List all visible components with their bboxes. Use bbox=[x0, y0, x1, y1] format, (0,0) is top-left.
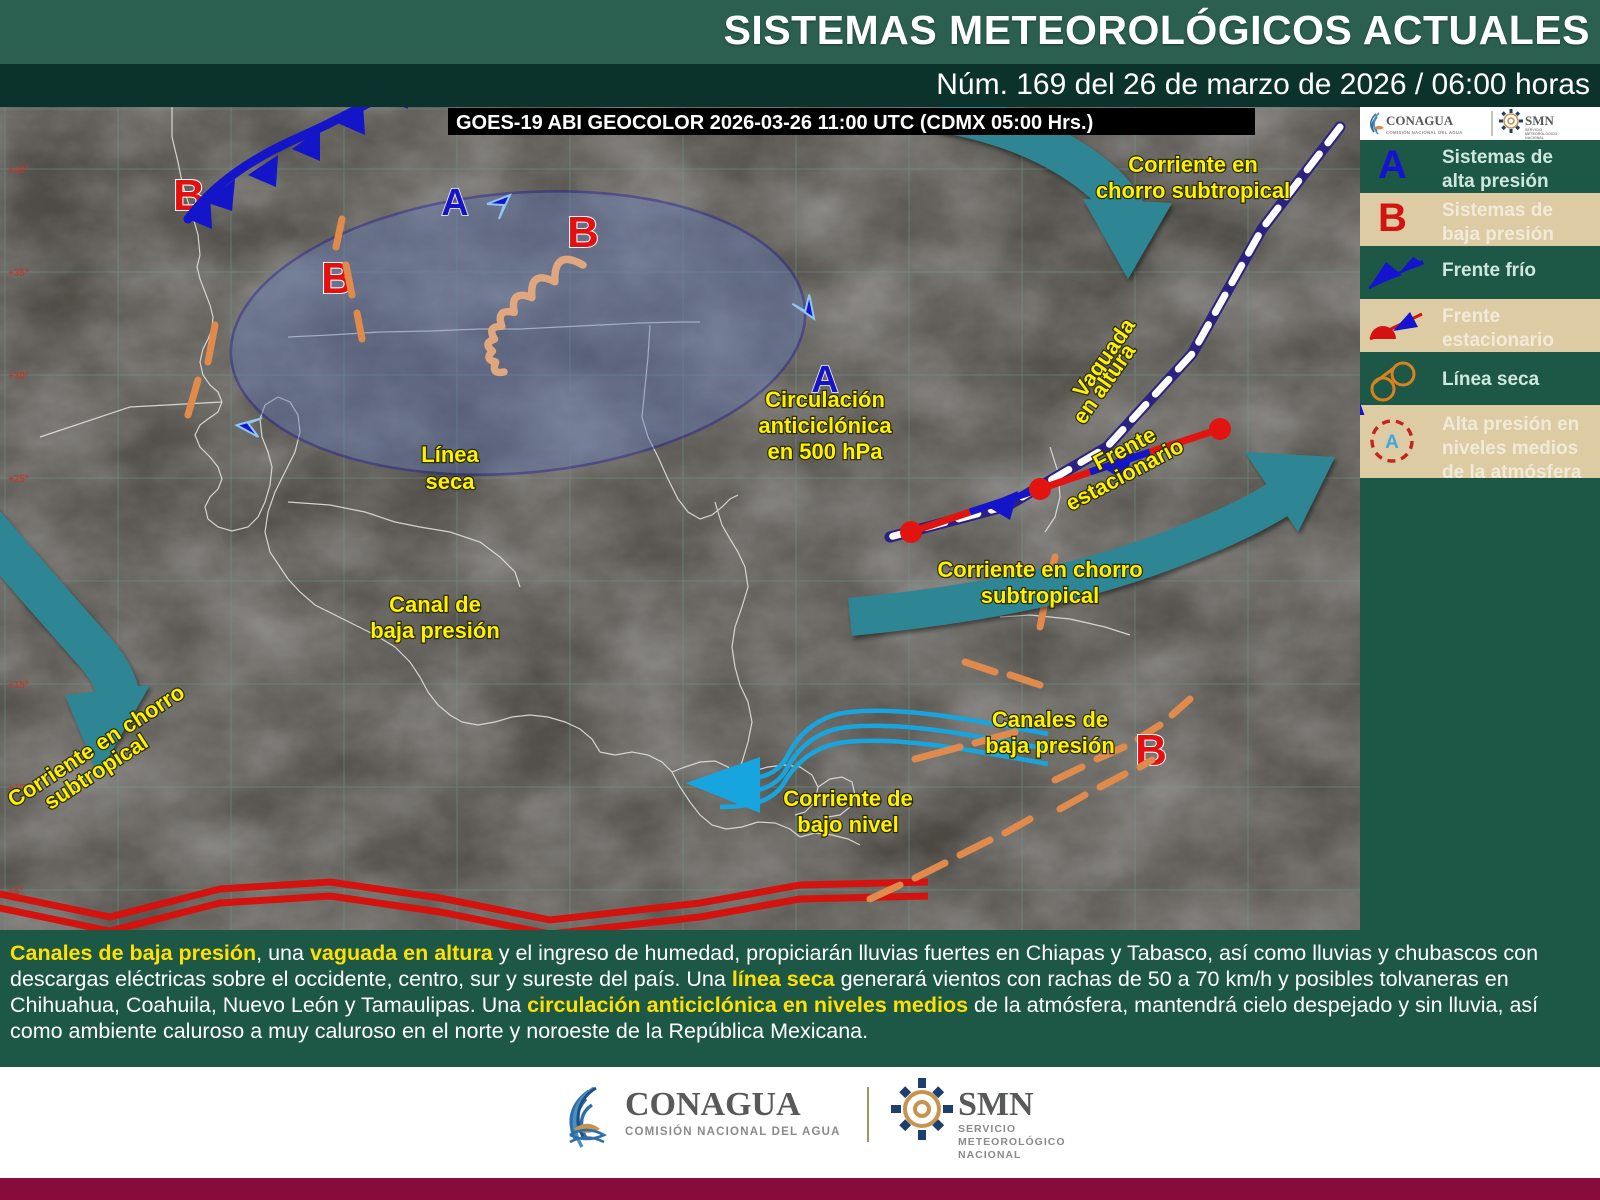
svg-text:Corriente en chorro: Corriente en chorro bbox=[937, 557, 1142, 582]
svg-text:+35º: +35º bbox=[8, 268, 29, 279]
svg-text:seca: seca bbox=[426, 469, 476, 494]
svg-text:chorro subtropical: chorro subtropical bbox=[1096, 178, 1290, 203]
svg-text:SMN: SMN bbox=[958, 1086, 1034, 1123]
svg-text:CONAGUA: CONAGUA bbox=[625, 1086, 801, 1123]
svg-text:subtropical: subtropical bbox=[981, 583, 1100, 608]
svg-text:A: A bbox=[441, 182, 468, 224]
svg-text:baja presión: baja presión bbox=[985, 733, 1115, 758]
svg-text:Línea: Línea bbox=[421, 442, 479, 467]
svg-text:+25º: +25º bbox=[8, 474, 29, 485]
svg-text:Circulación: Circulación bbox=[765, 387, 885, 412]
svg-text:CONAGUA: CONAGUA bbox=[1386, 113, 1454, 128]
svg-text:B: B bbox=[567, 208, 599, 257]
svg-text:Canal de: Canal de bbox=[389, 592, 481, 617]
svg-text:anticiclónica: anticiclónica bbox=[758, 413, 892, 438]
svg-text:Corriente de: Corriente de bbox=[783, 786, 913, 811]
svg-text:SERVICIO: SERVICIO bbox=[958, 1123, 1016, 1135]
svg-text:A: A bbox=[1385, 432, 1399, 453]
svg-text:bajo nivel: bajo nivel bbox=[797, 812, 898, 837]
svg-text:en 500 hPa: en 500 hPa bbox=[768, 439, 884, 464]
svg-text:COMISIÓN NACIONAL DEL AGUA: COMISIÓN NACIONAL DEL AGUA bbox=[625, 1125, 841, 1138]
svg-text:+30º: +30º bbox=[8, 371, 29, 382]
svg-text:Corriente en: Corriente en bbox=[1128, 152, 1258, 177]
svg-text:+15º: +15º bbox=[8, 680, 29, 691]
svg-text:NACIONAL: NACIONAL bbox=[958, 1149, 1021, 1161]
svg-text:baja presión: baja presión bbox=[370, 618, 500, 643]
svg-text:GOES-19 ABI GEOCOLOR 2026-03-2: GOES-19 ABI GEOCOLOR 2026-03-26 11:00 UT… bbox=[456, 112, 1093, 134]
svg-text:SMN: SMN bbox=[1525, 113, 1555, 128]
svg-text:Canales de: Canales de bbox=[992, 707, 1108, 732]
svg-text:METEOROLÓGICO: METEOROLÓGICO bbox=[958, 1135, 1066, 1148]
svg-text:+40º: +40º bbox=[8, 165, 29, 176]
svg-text:COMISIÓN NACIONAL DEL AGUA: COMISIÓN NACIONAL DEL AGUA bbox=[1386, 130, 1463, 135]
